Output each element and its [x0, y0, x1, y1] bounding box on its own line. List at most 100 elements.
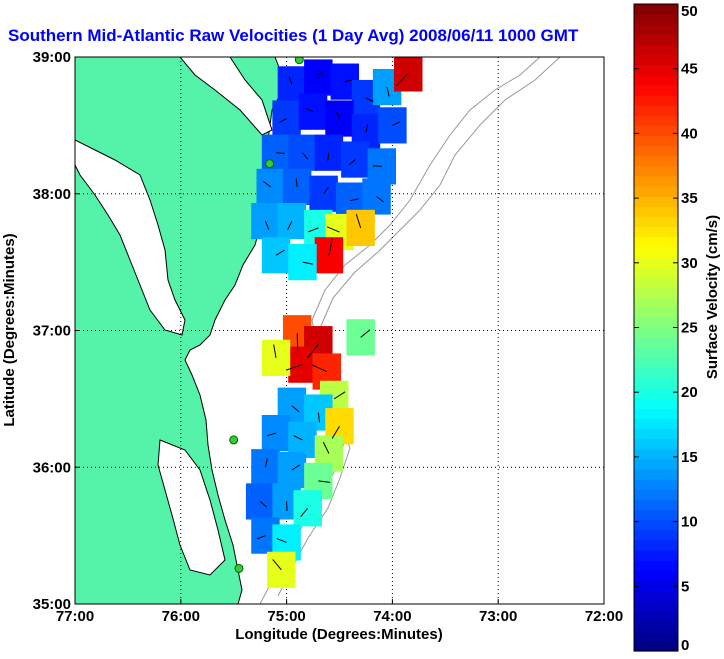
x-tick-label: 74:00 [373, 608, 411, 625]
velocity-arrow [273, 344, 277, 358]
velocity-arrow [328, 238, 333, 256]
colorbar-tick-label: 0 [681, 637, 689, 654]
x-tick-label: 73:00 [479, 608, 517, 625]
colorbar-segment [634, 185, 678, 197]
velocity-arrow [331, 425, 340, 439]
velocity-arrow [395, 73, 409, 87]
colorbar-tick-label: 10 [681, 514, 698, 531]
colorbar-segment [634, 287, 678, 298]
colorbar-tick-label: 30 [681, 255, 698, 272]
velocity-arrow [302, 261, 313, 265]
colorbar-segment [634, 246, 678, 258]
colorbar-segment [634, 489, 678, 500]
x-axis-ticks: 77:00 76:00 75:00 74:00 73:00 72:00 [56, 599, 623, 625]
colorbar-segment [634, 165, 678, 177]
velocity-arrow [275, 249, 285, 256]
colorbar-tick-label: 40 [681, 125, 698, 142]
velocity-arrow [272, 559, 282, 571]
x-tick-label: 72:00 [585, 608, 623, 625]
velocity-arrow [307, 343, 319, 359]
velocity-arrow [335, 111, 340, 119]
colorbar-segment [634, 570, 678, 581]
colorbar-segment [634, 84, 678, 96]
velocity-arrow [376, 196, 384, 203]
velocity-arrow [305, 108, 314, 113]
colorbar-segment [634, 266, 678, 278]
colorbar-segment [634, 196, 678, 207]
velocity-cell [325, 100, 354, 137]
velocity-arrow [365, 97, 374, 102]
colorbar-ticks: 0 5 10 15 20 25 30 35 40 45 50 [634, 3, 698, 654]
colorbar [634, 4, 678, 652]
velocity-arrows [256, 70, 409, 571]
colorbar-tick-label: 20 [681, 384, 698, 401]
colorbar-segment [634, 499, 678, 511]
y-axis-ticks: 35:00 36:00 37:00 38:00 39:00 [33, 49, 80, 613]
velocity-arrow [392, 121, 401, 126]
colorbar-label: Surface Velocity (cm/s) [704, 215, 721, 379]
x-axis-label: Longitude (Degrees:Minutes) [235, 626, 443, 643]
y-tick-label: 36:00 [33, 459, 71, 476]
y-tick-label: 39:00 [33, 49, 71, 66]
station-marker [294, 57, 304, 65]
colorbar-segment [634, 347, 678, 359]
velocity-cell [394, 57, 423, 92]
y-tick-label: 37:00 [33, 323, 71, 340]
colorbar-segment [634, 34, 678, 46]
velocity-arrow [275, 152, 285, 154]
colorbar-segment [634, 418, 678, 430]
velocity-arrow [322, 441, 330, 454]
colorbar-segment [634, 297, 678, 308]
colorbar-segment [634, 630, 678, 642]
colorbar-segment [634, 94, 678, 106]
chart-title: Southern Mid-Atlantic Raw Velocities (1 … [8, 26, 579, 45]
velocity-arrow [285, 364, 303, 371]
colorbar-segment [634, 226, 678, 238]
chesapeake-bay [75, 139, 186, 336]
velocity-arrow [300, 507, 309, 518]
velocity-arrow [291, 464, 301, 471]
velocity-arrow [267, 432, 277, 437]
velocity-arrow [287, 220, 293, 231]
colorbar-segment [634, 276, 678, 288]
velocity-arrow [288, 76, 293, 85]
colorbar-segment [634, 367, 678, 379]
velocity-cell [298, 93, 328, 130]
colorbar-segment [634, 307, 678, 318]
colorbar-segment [634, 206, 678, 217]
colorbar-segment [634, 580, 678, 591]
velocity-arrow [293, 435, 303, 441]
velocity-arrow [264, 458, 268, 468]
colorbar-tick-label: 35 [681, 190, 698, 207]
station-markers [229, 57, 304, 573]
colorbar-segment [634, 539, 678, 551]
colorbar-segment [634, 469, 678, 480]
y-axis-label: Latitude (Degrees:Minutes) [1, 233, 18, 426]
velocity-cell [261, 414, 291, 452]
velocity-arrow [302, 152, 309, 160]
colorbar-segment [634, 600, 678, 612]
delaware-bay [179, 57, 273, 136]
velocity-arrow [307, 227, 319, 233]
colorbar-tick-label: 50 [681, 3, 698, 20]
x-tick-label: 75:00 [267, 608, 305, 625]
velocity-arrow [279, 118, 287, 123]
velocity-arrow [344, 79, 353, 83]
colorbar-segment [634, 145, 678, 157]
colorbar-segment [634, 74, 678, 86]
velocity-arrow [318, 480, 331, 483]
colorbar-segment [634, 337, 678, 349]
colorbar-segment [634, 438, 678, 450]
velocity-arrow [256, 535, 266, 540]
velocity-arrow [317, 412, 321, 423]
colorbar-segment [634, 256, 678, 268]
colorbar-segment [634, 105, 678, 116]
colorbar-segment [634, 519, 678, 531]
colorbar-tick-label: 45 [681, 61, 698, 78]
colorbar-segment [634, 357, 678, 369]
colorbar-segment [634, 590, 678, 602]
colorbar-segment [634, 549, 678, 561]
velocity-arrow [333, 391, 346, 400]
colorbar-tick-label: 15 [681, 449, 698, 466]
